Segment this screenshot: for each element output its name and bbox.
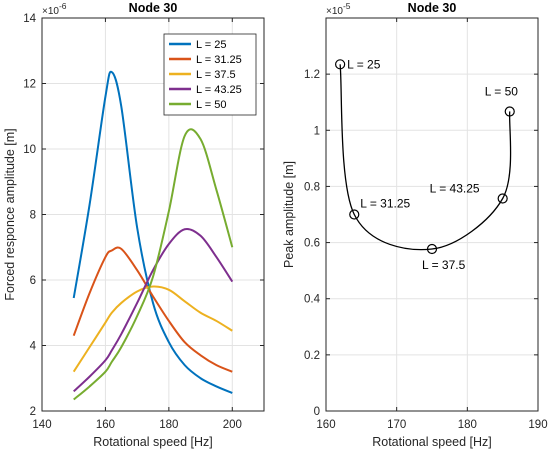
left-y-tick-label: 6 (30, 275, 36, 287)
peak-marker (497, 193, 508, 204)
right-y-tick-label: 1 (314, 125, 320, 137)
series-line-l-50 (73, 128, 234, 401)
right-x-tick-label: 170 (387, 419, 406, 431)
left-axes: 140 160 180 200 2 4 6 8 10 12 14 Node 30 Rotational … (3, 1, 265, 449)
right-x-tick-label: 190 (528, 419, 547, 431)
left-x-tick-label: 180 (159, 419, 178, 431)
peak-label: L = 43.25 (430, 181, 480, 195)
legend-label: L = 37.5 (196, 69, 236, 81)
left-x-tick-label: 140 (32, 419, 51, 431)
right-x-tick-label: 180 (458, 419, 477, 431)
peak-label: L = 25 (347, 57, 381, 71)
legend-label: L = 25 (196, 39, 226, 51)
peak-label: L = 31.25 (360, 197, 410, 211)
right-y-exponent: ×10-5 (326, 1, 351, 17)
left-y-tick-label: 10 (23, 144, 36, 156)
left-y-axis-label: Forced responce amplitude [m] (3, 128, 17, 300)
right-x-axis-label: Rotational speed [Hz] (372, 435, 492, 449)
left-x-tick-label: 160 (96, 419, 115, 431)
legend: L = 25 L = 31.25 L = 37.5 L = 43.25 L = 50 (163, 33, 257, 116)
right-x-tick-label: 160 (316, 419, 335, 431)
left-y-tick-label: 14 (23, 13, 36, 25)
right-y-tick-label: 1.2 (304, 69, 320, 81)
left-y-exponent-base: ×10 (42, 6, 59, 17)
peak-label: L = 37.5 (422, 258, 466, 272)
left-y-tick-label: 12 (23, 79, 36, 91)
left-y-exponent: ×10-6 (42, 1, 67, 17)
legend-label: L = 31.25 (196, 54, 242, 66)
left-y-tick-label: 4 (30, 341, 37, 353)
peak-label: L = 50 (485, 84, 519, 98)
right-axes-frame (325, 17, 539, 412)
left-series-group (72, 70, 234, 401)
right-y-tick-label: 0.2 (304, 350, 320, 362)
left-axes-frame (41, 17, 265, 412)
right-y-tick-label: 0.8 (304, 181, 320, 193)
legend-label: L = 50 (196, 99, 226, 111)
left-y-tick-label: 8 (30, 210, 36, 222)
peak-marker (335, 59, 346, 70)
right-y-axis-label: Peak amplitude [m] (282, 161, 296, 268)
left-y-tick-label: 2 (30, 406, 36, 418)
series-line-l-43-25 (73, 227, 234, 393)
peak-marker (504, 106, 515, 117)
right-y-tick-label: 0.4 (304, 294, 321, 306)
legend-label: L = 43.25 (196, 84, 242, 96)
series-line-l-31-25 (72, 246, 233, 373)
left-title: Node 30 (129, 1, 178, 15)
peak-marker (349, 209, 360, 220)
right-y-tick-label: 0.6 (304, 238, 320, 250)
right-y-exponent-power: -5 (343, 1, 351, 11)
right-title: Node 30 (408, 1, 457, 15)
peak-marker (426, 243, 438, 255)
right-y-tick-label: 0 (314, 406, 320, 418)
right-axes: 160 170 180 190 0 0.2 0.4 0.6 0.8 1 1.2 Node 30 Rota… (282, 1, 548, 449)
right-plot-area (326, 18, 538, 411)
series-line-l-25 (72, 70, 233, 394)
right-y-exponent-base: ×10 (326, 6, 343, 17)
left-x-tick-label: 200 (223, 419, 242, 431)
left-y-exponent-power: -6 (59, 1, 67, 11)
left-x-axis-label: Rotational speed [Hz] (93, 435, 213, 449)
